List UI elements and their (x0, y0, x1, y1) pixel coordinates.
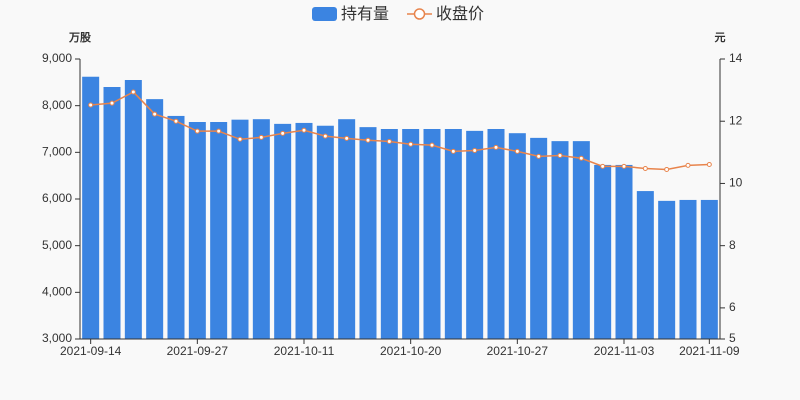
y-tick-label: 9,000 (42, 51, 72, 65)
bar (103, 87, 121, 339)
y2-tick-label: 14 (729, 51, 743, 65)
bar (466, 130, 484, 339)
y2-tick-label: 6 (729, 300, 736, 314)
price-point (706, 161, 712, 167)
price-point (621, 163, 627, 169)
bar (402, 129, 420, 339)
legend-marker (413, 8, 426, 20)
y2-tick-label: 8 (729, 238, 736, 252)
price-point (514, 148, 520, 154)
price-point (408, 141, 414, 147)
price-point (429, 142, 435, 148)
price-point (216, 128, 222, 134)
bar (594, 164, 612, 339)
price-point (152, 111, 158, 117)
price-point (664, 166, 670, 172)
price-point (365, 137, 371, 143)
y2-tick-label: 5 (729, 331, 736, 345)
x-tick-label: 2021-09-27 (167, 344, 229, 358)
bar (572, 141, 590, 339)
legend-swatch (312, 7, 337, 21)
bar (167, 115, 185, 339)
y2-axis-label: 元 (715, 31, 726, 44)
y-tick-label: 6,000 (42, 191, 72, 205)
price-point (194, 128, 200, 134)
bar (359, 127, 377, 339)
bar (252, 119, 270, 339)
bar (316, 125, 334, 339)
y-tick-label: 4,000 (42, 285, 72, 299)
bar (295, 122, 313, 339)
price-point (173, 118, 179, 124)
price-point (685, 162, 691, 168)
bar (423, 129, 441, 339)
price-point (450, 148, 456, 154)
x-tick-label: 2021-11-09 (679, 344, 740, 358)
price-point (280, 130, 286, 136)
legend-label: 持有量 (341, 5, 389, 23)
price-point (386, 138, 392, 144)
bar (679, 199, 697, 339)
x-tick-label: 2021-09-14 (60, 344, 122, 358)
bar (508, 133, 526, 339)
bar (210, 122, 228, 339)
bar (444, 129, 462, 339)
bar (124, 80, 142, 339)
price-point (88, 102, 94, 108)
bar (274, 123, 292, 339)
bar (700, 199, 718, 339)
y-tick-label: 3,000 (42, 331, 72, 345)
bar (82, 76, 100, 339)
price-point (301, 127, 307, 133)
bar (338, 119, 356, 339)
price-point (578, 155, 584, 161)
bar (530, 137, 548, 339)
y-tick-label: 7,000 (42, 145, 72, 159)
price-point (493, 144, 499, 150)
price-point (536, 153, 542, 159)
bar (487, 129, 505, 339)
bar (231, 119, 249, 340)
y-tick-label: 5,000 (42, 238, 72, 252)
x-tick-label: 2021-10-11 (274, 344, 335, 358)
bar (146, 99, 164, 339)
y2-tick-label: 12 (729, 113, 743, 127)
bar (636, 191, 654, 339)
y-tick-label: 8,000 (42, 98, 72, 112)
x-tick-label: 2021-10-20 (380, 344, 442, 358)
price-line (90, 91, 710, 171)
price-point (237, 136, 243, 142)
price-point (322, 133, 328, 139)
price-point (109, 100, 115, 106)
bar (551, 141, 569, 339)
price-point (557, 152, 563, 158)
bar (188, 122, 206, 339)
price-point (258, 134, 264, 140)
y-axis-label: 万股 (68, 31, 92, 44)
price-point (600, 163, 606, 169)
x-tick-label: 2021-10-27 (487, 344, 549, 358)
bar (658, 200, 676, 339)
bar (380, 129, 398, 339)
price-point (344, 135, 350, 141)
y2-tick-label: 10 (729, 176, 743, 190)
price-point (130, 89, 136, 95)
bar (615, 164, 633, 339)
price-point (472, 147, 478, 153)
price-point (642, 166, 648, 172)
legend-label: 收盘价 (436, 4, 484, 23)
x-tick-label: 2021-11-03 (594, 344, 655, 358)
